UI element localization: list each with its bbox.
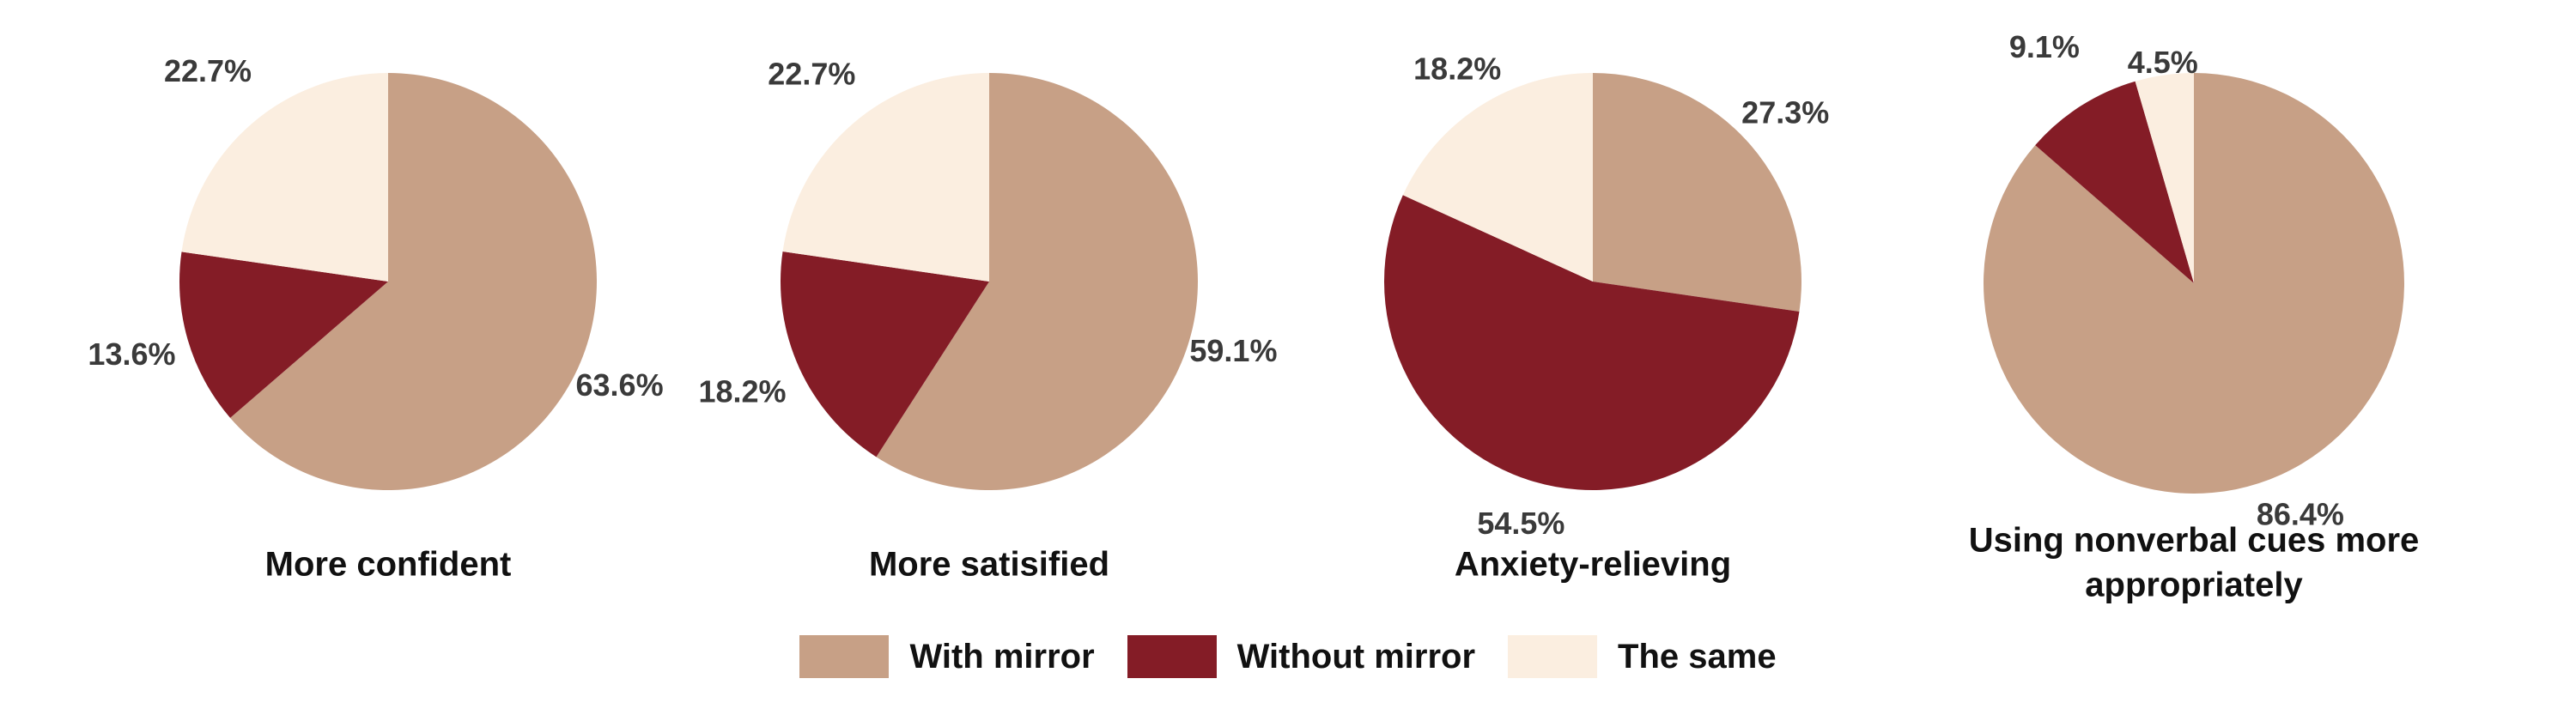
slice-label-without-mirror: 54.5% xyxy=(1477,506,1564,541)
slice-label-the-same: 18.2% xyxy=(1413,51,1501,86)
slice-label-with-mirror: 27.3% xyxy=(1741,95,1829,130)
legend-label-the-same: The same xyxy=(1618,637,1777,676)
slice-label-with-mirror: 59.1% xyxy=(1189,333,1277,368)
slice-label-without-mirror: 18.2% xyxy=(698,373,786,409)
pie-slice-with-mirror xyxy=(876,73,1198,490)
pie-slice-with-mirror xyxy=(230,73,597,491)
pie-slice-without-mirror xyxy=(780,251,989,457)
pie-slice-without-mirror xyxy=(1383,195,1800,490)
legend-label-with-mirror: With mirror xyxy=(909,637,1095,676)
slice-label-without-mirror: 9.1% xyxy=(2009,29,2080,64)
pie-slice-the-same xyxy=(1402,73,1593,282)
legend-swatch-the-same xyxy=(1508,635,1598,678)
pie-slice-without-mirror xyxy=(179,251,388,418)
slice-label-with-mirror: 86.4% xyxy=(2257,497,2344,532)
pie-anxiety-relieving: 27.3% 54.5% 18.2% Anxiety-relieving xyxy=(1383,51,1829,584)
legend-swatch-without-mirror xyxy=(1127,635,1217,678)
pie-slice-without-mirror xyxy=(2035,81,2194,283)
pie-slice-with-mirror xyxy=(1593,73,1801,312)
slice-label-the-same: 22.7% xyxy=(768,57,855,92)
slice-label-without-mirror: 13.6% xyxy=(88,336,175,372)
legend-item-with-mirror: With mirror xyxy=(799,635,1095,678)
pie-slice-with-mirror xyxy=(1983,73,2404,494)
legend-item-without-mirror: Without mirror xyxy=(1127,635,1475,678)
pie-using-nonverbal-cues-more-appropriately: 86.4% 9.1% 4.5% Using nonverbal cues more ap… xyxy=(1969,29,2420,604)
slice-label-the-same: 22.7% xyxy=(164,53,252,88)
pie-more-satisified: 59.1% 18.2% 22.7% More satisified xyxy=(698,57,1277,584)
pie-title: More confident xyxy=(265,546,512,584)
pie-title: More satisified xyxy=(869,546,1109,584)
pie-slice-the-same xyxy=(181,73,388,282)
legend: With mirror Without mirror The same xyxy=(0,631,2576,682)
pie-slice-the-same xyxy=(2135,73,2194,283)
pie-slice-the-same xyxy=(782,73,989,282)
legend-swatch-with-mirror xyxy=(799,635,890,678)
pie-title: Using nonverbal cues more appropriately xyxy=(1969,522,2420,604)
pie-title: Anxiety-relieving xyxy=(1455,546,1731,584)
pie-more-confident: 63.6% 13.6% 22.7% More confident xyxy=(88,53,663,583)
legend-item-the-same: The same xyxy=(1508,635,1777,678)
slice-label-the-same: 4.5% xyxy=(2128,45,2198,80)
legend-label-without-mirror: Without mirror xyxy=(1236,637,1476,676)
slice-label-with-mirror: 63.6% xyxy=(576,367,664,403)
